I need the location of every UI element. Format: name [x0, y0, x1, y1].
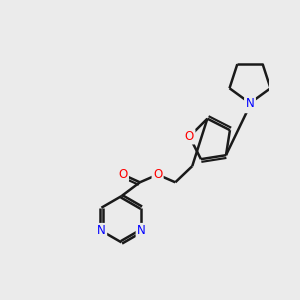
Text: N: N: [246, 99, 254, 112]
Text: N: N: [97, 224, 106, 237]
Text: O: O: [185, 130, 194, 143]
Text: N: N: [246, 97, 254, 110]
Text: N: N: [137, 224, 146, 237]
Text: O: O: [153, 168, 162, 181]
Text: O: O: [118, 168, 128, 181]
